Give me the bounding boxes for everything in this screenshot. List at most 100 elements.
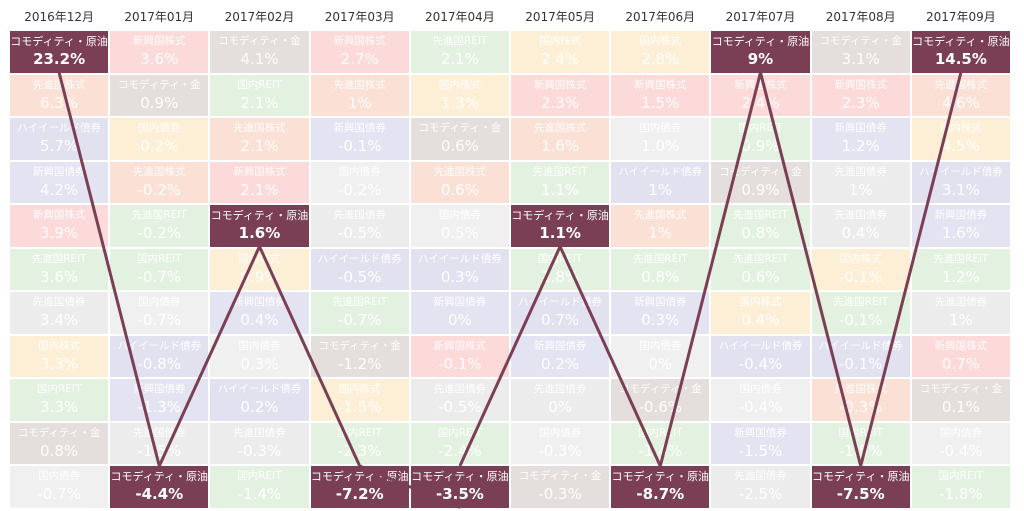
asset-cell: ハイイールド債券 0.3% xyxy=(410,248,509,290)
asset-cell: 国内債券 -0.2% xyxy=(310,161,409,203)
asset-cell: 新興国株式 2.3% xyxy=(811,74,910,116)
asset-return: 0.9% xyxy=(240,267,279,286)
asset-return: 1% xyxy=(648,224,673,242)
asset-name: 新興国株式 xyxy=(634,78,687,91)
asset-return: 3.9% xyxy=(40,224,79,242)
asset-return: 4.2% xyxy=(40,180,79,199)
asset-return: -0.7% xyxy=(337,311,382,329)
asset-name: 国内REIT xyxy=(938,470,984,482)
asset-return: -0.2% xyxy=(337,180,382,199)
asset-return: -0.2% xyxy=(137,180,182,199)
asset-name: コモディティ・原油 xyxy=(210,209,309,222)
asset-name: 先進国債券 xyxy=(834,209,887,221)
asset-name: 新興国債券 xyxy=(533,339,587,352)
asset-name: ハイイールド債券 xyxy=(518,296,602,308)
asset-return: -2.3% xyxy=(337,441,382,460)
asset-name: 先進国債券 xyxy=(834,165,887,178)
asset-name: 国内株式 xyxy=(539,35,582,47)
asset-return: 1.3% xyxy=(440,93,479,112)
asset-return: -0.1% xyxy=(337,137,382,155)
asset-cell: 先進国REIT 1.2% xyxy=(911,248,1010,290)
asset-name: ハイイールド債券 xyxy=(117,339,202,352)
asset-name: コモディティ・金 xyxy=(218,35,301,47)
asset-return: 1.6% xyxy=(941,224,980,242)
asset-name: コモディティ・原油 xyxy=(912,35,1010,48)
asset-cell: 国内REIT 2.1% xyxy=(210,74,309,116)
asset-return: 0.2% xyxy=(541,354,580,373)
asset-return: 0.7% xyxy=(941,354,980,373)
asset-return: 0.8% xyxy=(641,267,680,286)
asset-cell: コモディティ・金 -0.6% xyxy=(611,379,710,421)
month-header: 2017年06月 xyxy=(625,10,696,24)
asset-name: 国内株式 xyxy=(639,35,682,47)
asset-return: -0.1% xyxy=(838,354,883,373)
asset-cell: 先進国債券 -0.3% xyxy=(210,422,309,464)
asset-return: 0.2% xyxy=(140,137,179,155)
asset-name: 国内債券 xyxy=(238,339,281,352)
asset-cell: 先進国REIT -0.7% xyxy=(310,292,409,334)
asset-name: 新興国株式 xyxy=(533,78,587,91)
asset-name: ハイイールド債券 xyxy=(918,165,1003,178)
asset-name: 国内株式 xyxy=(238,252,281,265)
asset-cell: 先進国REIT 0.8% xyxy=(611,248,710,290)
asset-name: 先進国債券 xyxy=(32,296,86,308)
asset-return: -1.5% xyxy=(838,441,883,460)
asset-name: 国内REIT xyxy=(738,122,783,134)
asset-cell: 国内REIT 3.3% xyxy=(10,379,109,421)
asset-name: 新興国債券 xyxy=(834,122,887,134)
asset-name: ハイイールド債券 xyxy=(217,383,302,395)
asset-cell: 国内債券 -0.7% xyxy=(10,466,109,508)
highlight-cell: コモディティ・原油 1.1% xyxy=(511,205,610,247)
asset-return: 0% xyxy=(648,354,673,373)
month-header: 2016年12月 xyxy=(24,10,94,24)
asset-return: 1.1% xyxy=(539,224,581,242)
asset-name: 国内債券 xyxy=(138,122,181,134)
asset-name: コモディティ・金 xyxy=(318,339,401,352)
asset-name: 新興国株式 xyxy=(934,339,988,352)
asset-cell: ハイイールド債券 3.1% xyxy=(911,161,1010,203)
asset-name: コモディティ・原油 xyxy=(310,470,409,483)
asset-cell: 先進国債券 -1.5% xyxy=(110,422,209,464)
asset-cell: 新興国株式 0.7% xyxy=(911,335,1010,377)
asset-name: 先進国株式 xyxy=(834,383,887,395)
asset-return: 0.6% xyxy=(440,137,479,155)
month-header: 2017年07月 xyxy=(725,10,796,24)
asset-name: 新興国債券 xyxy=(333,122,386,134)
asset-cell: 新興国債券 -1.3% xyxy=(110,379,209,421)
asset-name: 先進国REIT xyxy=(632,252,688,265)
asset-name: 先進国REIT xyxy=(131,209,187,221)
asset-name: 国内債券 xyxy=(338,165,381,178)
asset-name: 先進国株式 xyxy=(233,122,286,134)
asset-return: -4.4% xyxy=(135,485,184,503)
asset-cell: 新興国株式 3.9% xyxy=(10,205,109,247)
asset-return: -1.5% xyxy=(137,441,182,460)
asset-return: 0.5% xyxy=(440,224,479,242)
asset-cell: 国内REIT -1.5% xyxy=(811,422,910,464)
asset-return: 0% xyxy=(447,311,472,329)
asset-return: -7.5% xyxy=(836,485,885,503)
asset-return: 0.9% xyxy=(140,93,179,112)
asset-cell: 新興国株式 3.6% xyxy=(110,31,209,73)
asset-return: 1.8% xyxy=(541,267,580,286)
asset-return: 2.4% xyxy=(741,93,780,112)
asset-return: -1.2% xyxy=(337,354,382,373)
asset-name: コモディティ・金 xyxy=(418,122,502,134)
asset-cell: 先進国債券 1% xyxy=(811,161,910,203)
asset-return: -1.4% xyxy=(638,441,683,460)
asset-name: 先進国株式 xyxy=(433,165,487,178)
asset-name: 先進国債券 xyxy=(333,209,386,221)
asset-cell: 先進国債券 -0.5% xyxy=(410,379,509,421)
asset-name: コモディティ・金 xyxy=(819,35,902,47)
asset-cell: 国内株式 4.5% xyxy=(911,118,1010,160)
asset-return: -0.5% xyxy=(438,398,482,416)
asset-name: 新興国債券 xyxy=(934,209,988,221)
asset-cell: 先進国株式 4.6% xyxy=(911,74,1010,116)
asset-cell: コモディティ・金 0.1% xyxy=(911,379,1010,421)
asset-cell: 新興国株式 2.4% xyxy=(711,74,810,116)
asset-return: -1.3% xyxy=(137,398,182,416)
asset-cell: 先進国REIT 2.1% xyxy=(410,31,509,73)
asset-return: 3.1% xyxy=(941,180,980,199)
asset-return: 5.7% xyxy=(40,137,79,155)
asset-return: -7.2% xyxy=(335,485,384,503)
